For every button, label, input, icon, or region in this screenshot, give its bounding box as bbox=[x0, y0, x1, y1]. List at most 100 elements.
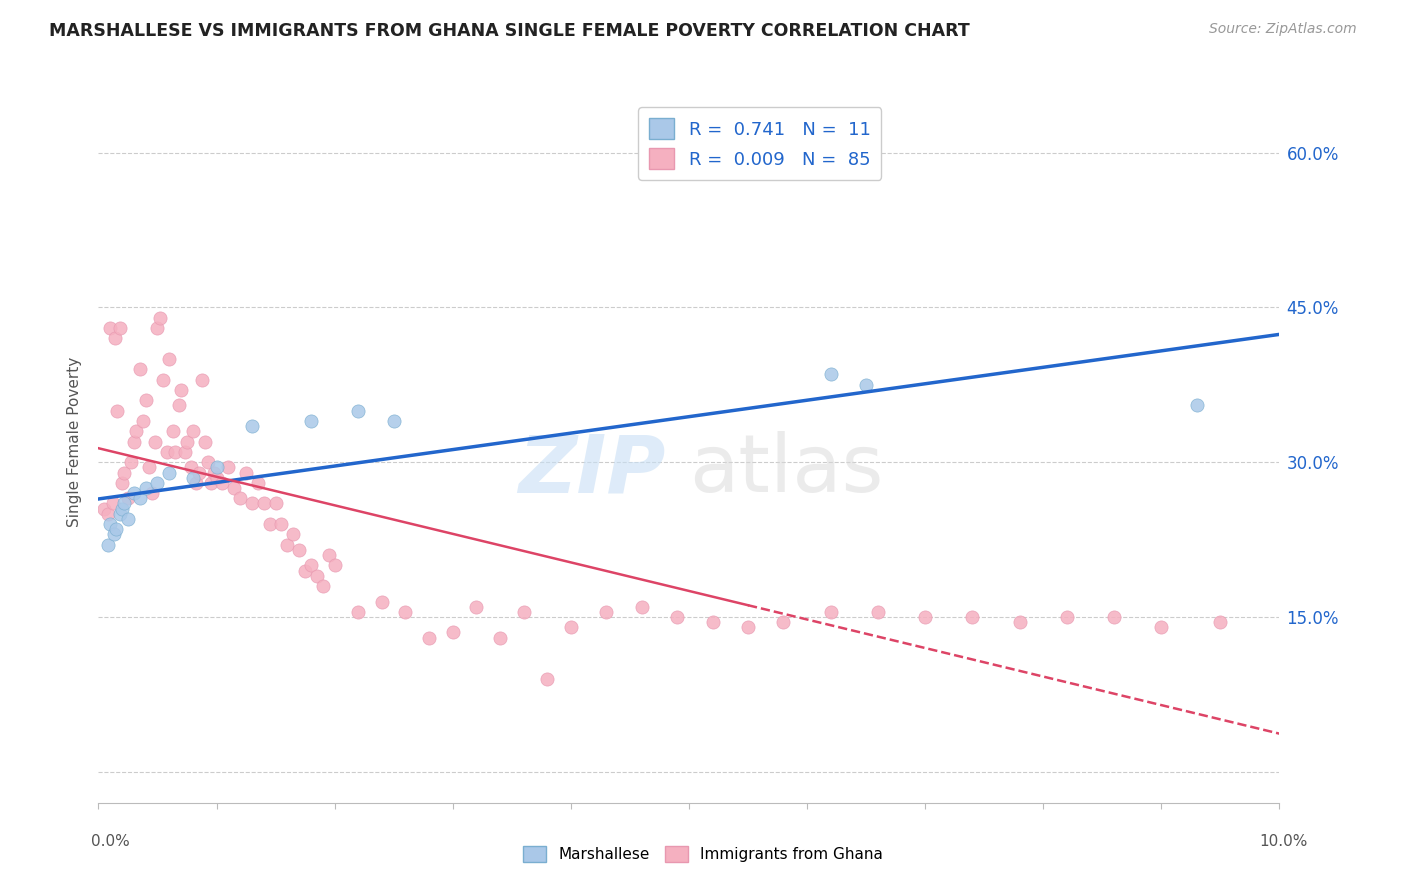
Point bbox=[288, 542, 311, 557]
Point bbox=[128, 362, 150, 376]
Point bbox=[128, 491, 150, 506]
Point bbox=[347, 605, 370, 619]
Point bbox=[312, 579, 335, 593]
Point bbox=[156, 445, 179, 459]
Point bbox=[101, 496, 124, 510]
Legend: Marshallese, Immigrants from Ghana: Marshallese, Immigrants from Ghana bbox=[517, 840, 889, 868]
Point bbox=[157, 466, 180, 480]
Point bbox=[202, 466, 225, 480]
Text: 0.0%: 0.0% bbox=[91, 834, 131, 848]
Point bbox=[138, 460, 160, 475]
Text: atlas: atlas bbox=[689, 432, 883, 509]
Point bbox=[1209, 615, 1232, 630]
Point bbox=[132, 414, 155, 428]
Point bbox=[283, 527, 305, 541]
Point bbox=[418, 631, 440, 645]
Point bbox=[122, 486, 145, 500]
Point bbox=[235, 466, 257, 480]
Point bbox=[125, 424, 148, 438]
Legend: R =  0.741   N =  11, R =  0.009   N =  85: R = 0.741 N = 11, R = 0.009 N = 85 bbox=[638, 107, 882, 180]
Point bbox=[111, 501, 134, 516]
Point bbox=[270, 517, 292, 532]
Point bbox=[181, 471, 204, 485]
Point bbox=[97, 507, 120, 521]
Point bbox=[180, 460, 202, 475]
Point bbox=[117, 491, 139, 506]
Point bbox=[560, 620, 582, 634]
Point bbox=[1185, 398, 1208, 412]
Point bbox=[382, 414, 405, 428]
Point bbox=[194, 434, 217, 449]
Point bbox=[173, 445, 195, 459]
Point bbox=[105, 403, 128, 417]
Point bbox=[1056, 610, 1078, 624]
Point bbox=[323, 558, 346, 573]
Point bbox=[170, 383, 193, 397]
Y-axis label: Single Female Poverty: Single Female Poverty bbox=[67, 357, 83, 526]
Point bbox=[224, 481, 246, 495]
Point bbox=[112, 496, 135, 510]
Point bbox=[305, 568, 328, 582]
Point bbox=[157, 351, 180, 366]
Point bbox=[217, 460, 239, 475]
Point bbox=[1150, 620, 1173, 634]
Point bbox=[117, 512, 139, 526]
Point bbox=[318, 548, 340, 562]
Point bbox=[122, 434, 145, 449]
Point bbox=[394, 605, 416, 619]
Point bbox=[820, 605, 842, 619]
Point bbox=[141, 486, 163, 500]
Point bbox=[1008, 615, 1031, 630]
Point bbox=[229, 491, 252, 506]
Point bbox=[630, 599, 652, 614]
Text: Source: ZipAtlas.com: Source: ZipAtlas.com bbox=[1209, 22, 1357, 37]
Point bbox=[167, 398, 190, 412]
Point bbox=[143, 434, 166, 449]
Point bbox=[820, 368, 842, 382]
Point bbox=[205, 460, 228, 475]
Point bbox=[186, 475, 208, 490]
Point bbox=[191, 373, 214, 387]
Point bbox=[98, 517, 121, 532]
Point bbox=[866, 605, 889, 619]
Text: 10.0%: 10.0% bbox=[1260, 834, 1308, 848]
Point bbox=[111, 475, 134, 490]
Point bbox=[93, 501, 115, 516]
Point bbox=[914, 610, 936, 624]
Point bbox=[135, 481, 157, 495]
Point bbox=[146, 475, 169, 490]
Point bbox=[666, 610, 689, 624]
Point bbox=[112, 466, 135, 480]
Point bbox=[299, 558, 322, 573]
Point bbox=[240, 496, 263, 510]
Point bbox=[176, 434, 198, 449]
Point bbox=[121, 455, 143, 469]
Point bbox=[855, 377, 877, 392]
Point bbox=[104, 331, 127, 345]
Point bbox=[97, 538, 120, 552]
Point bbox=[200, 475, 222, 490]
Point bbox=[246, 475, 269, 490]
Point bbox=[240, 419, 263, 434]
Point bbox=[737, 620, 759, 634]
Point bbox=[98, 321, 121, 335]
Point bbox=[108, 507, 131, 521]
Point bbox=[105, 522, 128, 536]
Point bbox=[595, 605, 617, 619]
Point bbox=[371, 594, 394, 608]
Point bbox=[211, 475, 233, 490]
Point bbox=[149, 310, 172, 325]
Text: MARSHALLESE VS IMMIGRANTS FROM GHANA SINGLE FEMALE POVERTY CORRELATION CHART: MARSHALLESE VS IMMIGRANTS FROM GHANA SIN… bbox=[49, 22, 970, 40]
Point bbox=[536, 672, 558, 686]
Point bbox=[465, 599, 488, 614]
Point bbox=[103, 527, 125, 541]
Point bbox=[441, 625, 464, 640]
Point bbox=[276, 538, 298, 552]
Point bbox=[1102, 610, 1125, 624]
Text: ZIP: ZIP bbox=[517, 432, 665, 509]
Point bbox=[108, 321, 131, 335]
Point bbox=[489, 631, 512, 645]
Point bbox=[299, 414, 322, 428]
Point bbox=[152, 373, 174, 387]
Point bbox=[162, 424, 184, 438]
